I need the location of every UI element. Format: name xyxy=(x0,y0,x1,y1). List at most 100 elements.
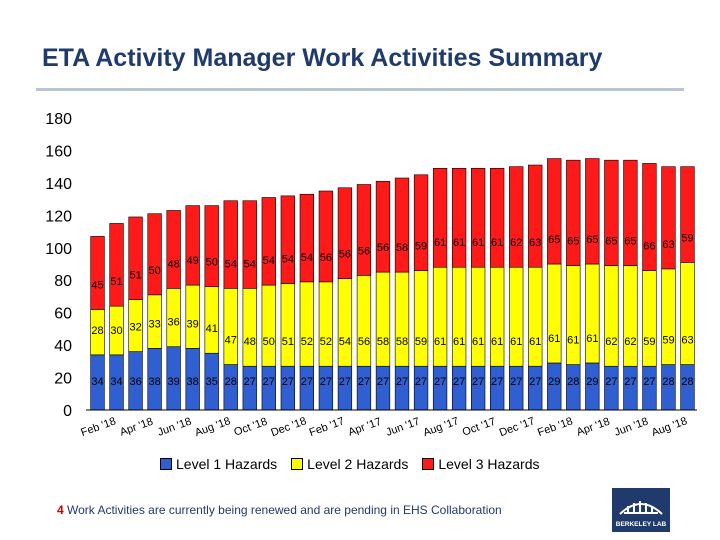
x-tick-label: Oct '17 xyxy=(461,416,498,439)
x-tick-label: Feb '18 xyxy=(79,415,117,439)
data-label: 56 xyxy=(358,245,370,257)
bar-segment-level3 xyxy=(528,164,543,268)
x-tick-label: Dec '17 xyxy=(498,415,537,439)
data-label: 36 xyxy=(129,376,141,388)
bar-segment-level2 xyxy=(470,266,486,367)
data-label: 63 xyxy=(681,335,693,347)
data-label: 48 xyxy=(168,258,180,270)
bar-segment-level3 xyxy=(204,205,219,288)
bar-segment-level3 xyxy=(642,163,657,271)
bars xyxy=(86,158,697,411)
data-label: 29 xyxy=(586,376,598,388)
legend-item-level2: Level 2 Hazards xyxy=(291,456,408,472)
bar-segment-level2 xyxy=(547,263,562,364)
data-label: 51 xyxy=(282,336,294,348)
x-tick-label: Apr '17 xyxy=(347,416,384,439)
data-label: 61 xyxy=(472,336,484,348)
bar-segment-level2 xyxy=(490,266,505,367)
data-label: 27 xyxy=(339,376,351,388)
data-label: 61 xyxy=(586,333,598,345)
x-tick-label: Apr '18 xyxy=(118,416,155,439)
bar-segment-level3 xyxy=(166,210,181,289)
data-label: 58 xyxy=(396,336,408,348)
data-label: 27 xyxy=(453,376,465,388)
bar-segment-level1 xyxy=(604,365,619,411)
data-label: 59 xyxy=(681,232,693,244)
data-label: 27 xyxy=(396,376,408,388)
data-label: 27 xyxy=(624,376,636,388)
data-label: 61 xyxy=(472,237,484,249)
bar-segment-level3 xyxy=(128,216,143,300)
y-tick-label: 80 xyxy=(54,273,72,290)
bar-segment-level2 xyxy=(585,263,600,364)
bar-segment-level3 xyxy=(90,236,105,310)
data-label: 50 xyxy=(206,257,218,269)
data-label: 56 xyxy=(377,242,389,254)
data-label: 54 xyxy=(282,253,294,265)
data-label: 27 xyxy=(282,376,294,388)
bar-segment-level2 xyxy=(356,275,372,367)
data-label: 61 xyxy=(548,333,560,345)
bar-segment-level2 xyxy=(261,284,276,367)
legend: Level 1 Hazards Level 2 Hazards Level 3 … xyxy=(160,456,540,472)
data-label: 56 xyxy=(320,252,332,264)
y-tick-label: 0 xyxy=(63,403,72,420)
bar-segment-level2 xyxy=(337,278,353,367)
bar-segment-level1 xyxy=(337,365,353,411)
data-label: 50 xyxy=(148,265,160,277)
data-label: 28 xyxy=(567,376,579,388)
bar-segment-level3 xyxy=(394,177,410,273)
data-label: 59 xyxy=(643,336,655,348)
legend-swatch-level1 xyxy=(160,458,172,470)
data-label: 65 xyxy=(605,236,617,248)
bar-segment-level1 xyxy=(470,365,486,411)
bar-segment-level2 xyxy=(642,270,657,367)
y-tick-label: 160 xyxy=(45,143,72,160)
bar-segment-level2 xyxy=(318,281,334,367)
data-label: 59 xyxy=(662,335,674,347)
data-label: 27 xyxy=(301,376,313,388)
x-tick-label: Jun '18 xyxy=(613,416,650,439)
bar-segment-level1 xyxy=(509,365,524,411)
legend-swatch-level2 xyxy=(291,458,304,470)
data-label: 27 xyxy=(263,376,275,388)
bar-segment-level3 xyxy=(147,213,162,296)
data-label: 47 xyxy=(225,335,237,347)
bar-segment-level1 xyxy=(280,365,295,411)
bar-segment-level1 xyxy=(394,365,410,411)
data-label: 35 xyxy=(206,376,218,388)
page-title: ETA Activity Manager Work Activities Sum… xyxy=(42,44,603,72)
bar-segment-level3 xyxy=(242,200,257,289)
data-label: 27 xyxy=(244,376,256,388)
bar-segment-level3 xyxy=(623,159,638,266)
bar-segment-level2 xyxy=(451,266,467,367)
bar-segment-level2 xyxy=(280,283,295,367)
data-label: 27 xyxy=(358,376,370,388)
data-label: 49 xyxy=(187,255,199,267)
x-tick-label: Jun '17 xyxy=(384,416,421,439)
footnote-number: 4 xyxy=(57,503,64,517)
bar-segment-level3 xyxy=(375,180,391,273)
data-label: 27 xyxy=(605,376,617,388)
data-label: 27 xyxy=(510,376,522,388)
x-tick-label: Feb '17 xyxy=(308,415,346,439)
bar-segment-level2 xyxy=(185,284,200,349)
bar-segment-level3 xyxy=(432,167,448,268)
bar-segment-level2 xyxy=(509,266,524,367)
data-label: 65 xyxy=(624,236,636,248)
y-tick-label: 120 xyxy=(45,208,72,225)
logo-text: BERKELEY LAB xyxy=(616,521,667,528)
bar-segment-level3 xyxy=(585,158,600,265)
bar-segment-level2 xyxy=(394,271,410,367)
data-label: 54 xyxy=(339,336,351,348)
bar-segment-level1 xyxy=(356,365,372,411)
data-label: 29 xyxy=(548,376,560,388)
data-label: 62 xyxy=(624,336,636,348)
x-tick-label: Oct '18 xyxy=(232,416,269,439)
bar-segment-level2 xyxy=(604,265,619,367)
data-label: 38 xyxy=(187,376,199,388)
x-axis-labels: Feb '18 Apr '18 Jun '18 Aug '18 Oct '18 Dec '… xyxy=(79,415,688,439)
bar-segment-level3 xyxy=(318,190,334,283)
data-label: 27 xyxy=(643,376,655,388)
data-label: 65 xyxy=(548,234,560,246)
